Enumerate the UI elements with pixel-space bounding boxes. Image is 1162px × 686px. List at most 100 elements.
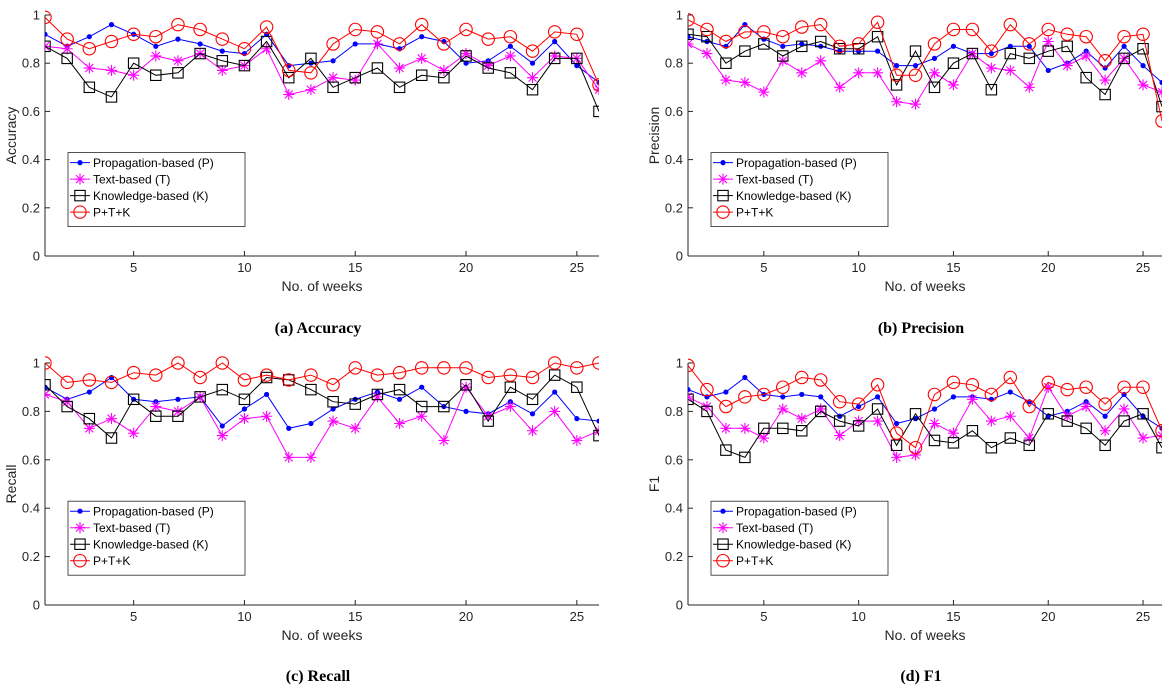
data-point xyxy=(42,32,47,37)
figure-caption: (d) F1 xyxy=(900,668,941,686)
data-point xyxy=(530,61,535,66)
series-3 xyxy=(682,14,1162,128)
legend-label: Propagation-based (P) xyxy=(93,505,214,519)
x-tick-label: 5 xyxy=(760,609,767,624)
data-point xyxy=(796,413,807,424)
data-point xyxy=(175,397,180,402)
data-point xyxy=(242,406,247,411)
data-point xyxy=(875,394,880,399)
data-point xyxy=(109,22,114,27)
series-1 xyxy=(40,382,605,463)
data-point xyxy=(1081,401,1092,412)
plot-area xyxy=(682,14,1162,128)
data-point xyxy=(910,99,921,110)
data-point xyxy=(1024,82,1035,93)
figure-caption: (b) Precision xyxy=(878,320,964,338)
y-tick-label: 0.4 xyxy=(665,152,683,167)
data-point xyxy=(758,87,769,98)
data-point xyxy=(739,77,750,88)
data-point xyxy=(1005,65,1016,76)
data-point xyxy=(106,413,117,424)
data-point xyxy=(505,401,516,412)
data-point xyxy=(217,65,228,76)
data-point xyxy=(683,391,694,402)
data-point xyxy=(780,394,785,399)
data-point xyxy=(372,38,383,49)
data-point xyxy=(87,34,92,39)
x-axis-label: No. of weeks xyxy=(885,278,966,294)
x-tick-label: 10 xyxy=(237,260,251,275)
data-point xyxy=(549,406,560,417)
data-point xyxy=(1008,389,1013,394)
data-point xyxy=(217,430,228,441)
data-point xyxy=(1005,411,1016,422)
y-tick-label: 0.8 xyxy=(665,56,683,71)
legend-marker xyxy=(720,509,725,514)
data-point xyxy=(574,416,579,421)
data-point xyxy=(894,63,899,68)
y-tick-label: 1 xyxy=(33,356,40,371)
data-point xyxy=(552,39,557,44)
data-point xyxy=(986,63,997,74)
plot-area xyxy=(39,11,605,116)
x-axis-label: No. of weeks xyxy=(282,278,363,294)
legend-label: P+T+K xyxy=(736,554,773,568)
x-tick-label: 25 xyxy=(1136,260,1150,275)
data-point xyxy=(1138,79,1149,90)
data-point xyxy=(796,67,807,78)
data-point xyxy=(328,416,339,427)
data-point xyxy=(913,63,918,68)
x-tick-label: 15 xyxy=(946,609,960,624)
x-tick-label: 20 xyxy=(459,260,473,275)
x-tick-label: 5 xyxy=(760,260,767,275)
data-point xyxy=(720,423,731,434)
data-point xyxy=(394,63,405,74)
data-point xyxy=(815,55,826,66)
data-point xyxy=(530,411,535,416)
y-tick-label: 0.8 xyxy=(22,56,40,71)
data-point xyxy=(264,392,269,397)
data-point xyxy=(929,67,940,78)
y-tick-label: 1 xyxy=(33,8,40,23)
x-axis-label: No. of weeks xyxy=(282,627,363,643)
data-point xyxy=(261,43,272,54)
data-point xyxy=(891,96,902,107)
x-tick-label: 20 xyxy=(1041,260,1055,275)
data-point xyxy=(723,389,728,394)
data-point xyxy=(720,75,731,86)
data-point xyxy=(283,89,294,100)
data-point xyxy=(951,44,956,49)
data-point xyxy=(87,389,92,394)
legend-label: Knowledge-based (K) xyxy=(93,538,208,552)
data-point xyxy=(967,394,978,405)
y-tick-label: 1 xyxy=(676,8,683,23)
x-tick-label: 20 xyxy=(459,609,473,624)
y-tick-label: 0 xyxy=(33,249,40,264)
x-axis-label: No. of weeks xyxy=(885,627,966,643)
data-point xyxy=(330,58,335,63)
data-point xyxy=(739,423,750,434)
x-tick-label: 10 xyxy=(851,609,865,624)
data-point xyxy=(261,411,272,422)
data-point xyxy=(220,49,225,54)
data-point xyxy=(834,430,845,441)
plot-area xyxy=(39,357,605,463)
legend-marker xyxy=(77,509,82,514)
data-point xyxy=(172,55,183,66)
data-point xyxy=(128,70,139,81)
data-point xyxy=(683,38,694,49)
data-point xyxy=(596,418,601,423)
data-point xyxy=(419,385,424,390)
x-tick-label: 15 xyxy=(946,260,960,275)
series-3 xyxy=(39,357,605,391)
data-point xyxy=(1140,63,1145,68)
data-point xyxy=(701,48,712,59)
data-point xyxy=(153,44,158,49)
data-point xyxy=(308,421,313,426)
x-tick-label: 15 xyxy=(348,260,362,275)
legend: Propagation-based (P)Text-based (T)Knowl… xyxy=(711,501,888,575)
figure-caption: (a) Accuracy xyxy=(275,320,362,338)
data-point xyxy=(951,394,956,399)
